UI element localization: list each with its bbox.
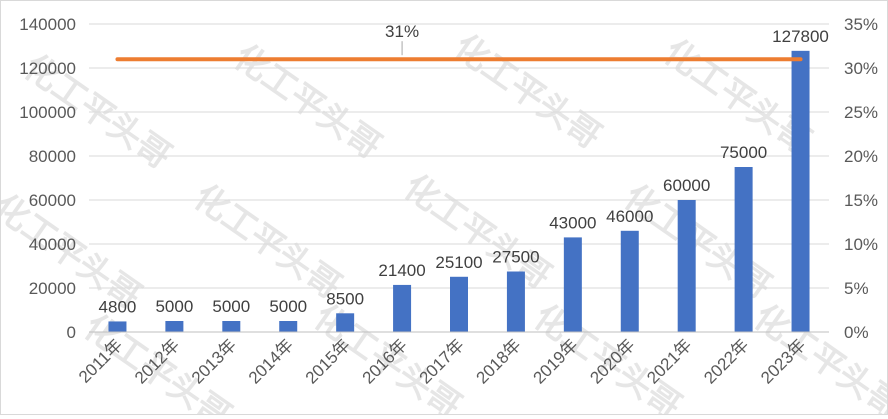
bar (734, 167, 753, 332)
bar (165, 321, 184, 332)
x-tick-label: 2022年 (700, 335, 752, 387)
bar (506, 271, 525, 332)
left-tick-label: 60000 (29, 191, 76, 210)
watermark-text: 化工平头哥 (747, 298, 887, 414)
left-tick-label: 20000 (29, 279, 76, 298)
bar (222, 321, 241, 332)
bar-data-label: 5000 (155, 297, 193, 316)
line-data-label: 31% (385, 22, 419, 41)
bar (620, 230, 639, 332)
right-tick-label: 25% (844, 103, 878, 122)
bar-data-label: 25100 (435, 253, 482, 272)
right-tick-label: 20% (844, 147, 878, 166)
watermark-text: 化工平头哥 (447, 28, 608, 157)
watermark-text: 化工平头哥 (617, 178, 778, 307)
bar (279, 321, 298, 332)
right-tick-label: 15% (844, 191, 878, 210)
data-labels: 4800 5000 5000 5000 8500 21400 25100 27500 43000… (99, 22, 829, 316)
right-axis: 0% 5% 10% 15% 20% 25% 30% 35% (844, 15, 878, 342)
x-tick-label: 2018年 (473, 335, 525, 387)
bar (393, 284, 412, 332)
bar (450, 276, 468, 332)
bar-data-label: 5000 (269, 297, 307, 316)
bar-series (108, 50, 810, 333)
left-tick-label: 140000 (19, 15, 76, 34)
x-tick-label: 2014年 (245, 335, 297, 387)
watermark-text: 化工平头哥 (227, 38, 388, 167)
bar-data-label: 27500 (492, 248, 539, 267)
bar (108, 321, 127, 332)
x-tick-label: 2021年 (643, 335, 695, 387)
right-tick-label: 30% (844, 59, 878, 78)
watermark-text: 化工平头哥 (187, 178, 348, 307)
left-tick-label: 40000 (29, 235, 76, 254)
bar (791, 50, 810, 333)
bar (677, 200, 696, 332)
right-tick-label: 5% (844, 279, 869, 298)
bar-data-label: 60000 (663, 176, 710, 195)
bar-data-label: 8500 (326, 289, 364, 308)
bar-data-label: 46000 (606, 207, 653, 226)
left-tick-label: 0 (67, 323, 76, 342)
bar-data-label: 75000 (720, 143, 767, 162)
right-tick-label: 0% (844, 323, 869, 342)
left-tick-label: 100000 (19, 103, 76, 122)
bar-data-label: 43000 (549, 213, 596, 232)
bar (563, 237, 582, 332)
left-axis: 0 20000 40000 60000 80000 100000 120000 140000 (19, 15, 76, 342)
bar-data-label: 21400 (378, 261, 425, 280)
left-tick-label: 80000 (29, 147, 76, 166)
bar-data-label: 5000 (212, 297, 250, 316)
bar-data-label: 127800 (772, 27, 829, 46)
right-tick-label: 35% (844, 15, 878, 34)
bar (336, 313, 355, 332)
bar-data-label: 4800 (99, 297, 137, 316)
x-tick-label: 2013年 (188, 335, 240, 387)
right-tick-label: 10% (844, 235, 878, 254)
left-tick-label: 120000 (19, 59, 76, 78)
